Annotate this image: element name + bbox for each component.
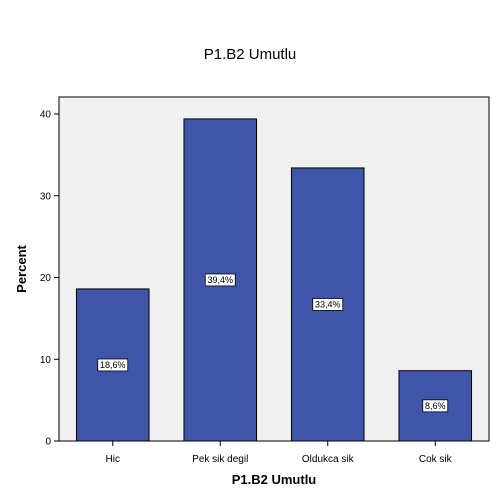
y-tick-label: 40 [40,110,52,121]
x-tick-label: Hic [106,454,120,465]
y-tick-label: 20 [40,273,52,284]
x-axis-label: P1.B2 Umutlu [232,472,317,487]
y-tick-label: 30 [40,191,52,202]
y-axis: 0 10 20 30 40 [40,110,59,448]
x-tick-label: Oldukca sik [302,454,355,465]
x-axis: Hic Pek sik degil Oldukca sik Cok sik [106,441,453,465]
bars-group: 18,6% 39,4% 33,4% 8,6% [75,118,473,442]
x-tick-label: Cok sik [419,454,453,465]
data-label: 8,6% [425,401,446,411]
x-tick-label: Pek sik degil [192,454,248,465]
chart-title: P1.B2 Umutlu [204,46,297,63]
y-tick-label: 0 [45,437,51,448]
data-label-box [97,358,129,372]
data-label-box [422,399,449,413]
y-tick-label: 10 [40,355,52,366]
data-label-box [312,298,344,311]
data-label: 39,4% [207,275,233,285]
y-axis-label: Percent [14,244,29,292]
data-label: 33,4% [315,299,341,309]
data-label: 18,6% [100,360,126,370]
data-label-box [204,273,236,287]
